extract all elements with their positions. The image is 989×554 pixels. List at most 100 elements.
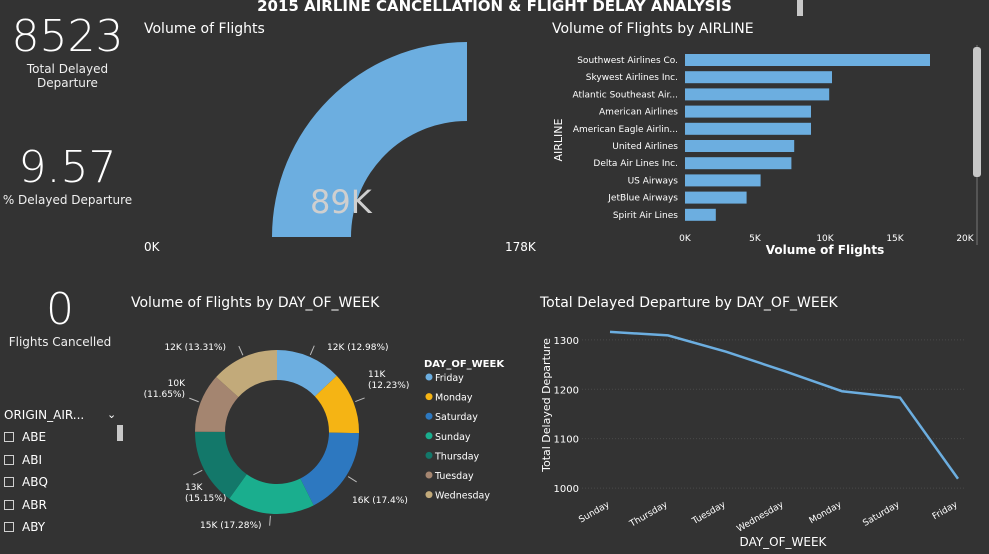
airline-category-label: Skywest Airlines Inc.: [586, 73, 678, 83]
line-x-tick-label: Thursday: [627, 500, 670, 530]
donut-leader-line: [347, 476, 357, 483]
donut-legend-title: DAY_OF_WEEK: [424, 359, 505, 370]
donut-data-label: 15K (17.28%): [200, 521, 262, 531]
donut-data-label: 12K (12.98%): [327, 343, 389, 353]
checkbox[interactable]: [4, 477, 14, 487]
donut-leader-line: [193, 469, 203, 476]
donut-slice[interactable]: [300, 432, 359, 506]
line-y-tick-label: 1000: [554, 484, 579, 495]
slicer-item-label: ABY: [22, 520, 46, 534]
legend-swatch: [425, 373, 433, 381]
airline-bar[interactable]: [685, 122, 811, 135]
donut-slice[interactable]: [314, 375, 359, 434]
donut-slice[interactable]: [195, 431, 247, 499]
legend-label[interactable]: Thursday: [434, 451, 480, 462]
line-y-tick-label: 1200: [554, 385, 579, 396]
bar-y-axis-title: AIRLINE: [552, 118, 565, 161]
airline-bar[interactable]: [685, 174, 761, 187]
slicer-scrollbar[interactable]: [117, 425, 123, 441]
line-x-tick-label: Monday: [808, 500, 844, 527]
checkbox[interactable]: [4, 522, 14, 532]
bar-x-tick-label: 20K: [956, 234, 974, 244]
airline-category-label: United Airlines: [612, 142, 678, 152]
page-scrollbar[interactable]: [797, 0, 803, 16]
line-x-tick-label: Tuesday: [690, 500, 728, 528]
line-y-tick-label: 1300: [554, 336, 579, 347]
slicer-item-abr[interactable]: ABR: [4, 496, 104, 514]
airline-category-label: Spirit Air Lines: [613, 211, 678, 221]
gauge-min-label: 0K: [144, 240, 161, 254]
gauge-title: Volume of Flights: [144, 21, 265, 37]
cancelled-label: Flights Cancelled: [8, 335, 112, 349]
legend-swatch: [425, 491, 433, 499]
gauge-fill: [272, 42, 467, 237]
slicer-title: ORIGIN_AIR...: [4, 408, 85, 422]
airline-category-label: American Airlines: [599, 108, 678, 118]
legend-label[interactable]: Monday: [435, 393, 473, 404]
airline-category-label: US Airways: [628, 176, 679, 186]
slicer-item-label: ABQ: [22, 475, 48, 489]
donut-data-label: 10K (11.65%): [144, 379, 186, 400]
line-x-axis-title: DAY_OF_WEEK: [740, 535, 828, 549]
bar-chart-title: Volume of Flights by AIRLINE: [552, 21, 754, 37]
donut-slice[interactable]: [277, 350, 337, 397]
airline-bar[interactable]: [685, 105, 811, 118]
airline-bar[interactable]: [685, 88, 830, 101]
checkbox[interactable]: [4, 454, 14, 465]
donut-data-label: 16K (17.4%): [352, 496, 408, 506]
slicer-item-label: ABE: [22, 430, 47, 444]
airline-bar[interactable]: [685, 191, 747, 204]
legend-label[interactable]: Friday: [435, 373, 464, 384]
gauge-chart[interactable]: 89K 0K 178K: [130, 30, 550, 260]
legend-swatch: [425, 393, 433, 401]
legend-swatch: [425, 432, 433, 440]
bar-x-tick-label: 5K: [749, 234, 762, 244]
airline-category-label: JetBlue Airways: [607, 194, 678, 204]
gauge-value-label: 89K: [310, 183, 373, 221]
airline-bar[interactable]: [685, 208, 716, 221]
chevron-down-icon[interactable]: ⌄: [107, 408, 117, 421]
donut-data-label: 11K (12.23%): [368, 370, 409, 391]
checkbox[interactable]: [4, 432, 14, 442]
legend-label[interactable]: Sunday: [435, 432, 471, 443]
donut-slice[interactable]: [195, 377, 239, 432]
line-y-axis-title: Total Delayed Departure: [540, 338, 553, 473]
airline-category-label: Delta Air Lines Inc.: [593, 159, 678, 169]
delayed-line-chart[interactable]: Total Delayed Departure DAY_OF_WEEK 1000…: [530, 320, 980, 552]
line-y-tick-label: 1100: [554, 435, 579, 446]
slicer-item-aby[interactable]: ABY: [4, 518, 104, 536]
pct-delayed-label: % Delayed Departure: [2, 193, 133, 207]
line-x-tick-label: Saturday: [861, 500, 902, 529]
donut-data-label: 13K (15.15%): [185, 483, 226, 504]
airline-category-label: Southwest Airlines Co.: [577, 56, 678, 66]
origin-airport-slicer-header[interactable]: ORIGIN_AIR... ⌄: [4, 408, 124, 422]
airline-bar[interactable]: [685, 157, 792, 170]
slicer-item-abe[interactable]: ABE: [4, 428, 104, 446]
legend-swatch: [425, 412, 433, 420]
line-x-tick-label: Sunday: [577, 500, 612, 526]
legend-label[interactable]: Wednesday: [435, 491, 490, 502]
gauge-max-label: 178K: [505, 240, 537, 254]
bar-x-tick-label: 10K: [816, 234, 834, 244]
airline-bar[interactable]: [685, 54, 930, 66]
delayed-series-line[interactable]: [609, 330, 960, 480]
airline-bar[interactable]: [685, 140, 795, 152]
legend-label[interactable]: Tuesday: [434, 471, 474, 482]
airline-category-label: Atlantic Southeast Air...: [573, 90, 679, 100]
donut-slice[interactable]: [216, 350, 277, 398]
donut-slice[interactable]: [229, 474, 314, 514]
total-delayed-label: Total Delayed Departure: [26, 62, 109, 90]
donut-leader-line: [269, 515, 271, 526]
legend-swatch: [425, 471, 433, 479]
airline-bar-chart[interactable]: AIRLINE Volume of Flights Southwest Airl…: [540, 40, 980, 260]
bar-x-axis-title: Volume of Flights: [766, 243, 884, 257]
checkbox[interactable]: [4, 499, 14, 510]
airline-bar[interactable]: [685, 71, 832, 84]
day-of-week-donut-chart[interactable]: 12K (12.98%) 11K (12.23%) 16K (17.4%) 15K (1…: [130, 320, 520, 545]
slicer-item-abq[interactable]: ABQ: [4, 473, 104, 491]
slicer-item-abi[interactable]: ABI: [4, 451, 104, 469]
line-x-tick-label: Friday: [931, 500, 960, 523]
bar-chart-scrollbar[interactable]: [973, 45, 981, 245]
cancelled-value: 0: [46, 284, 74, 335]
legend-label[interactable]: Saturday: [435, 412, 478, 423]
